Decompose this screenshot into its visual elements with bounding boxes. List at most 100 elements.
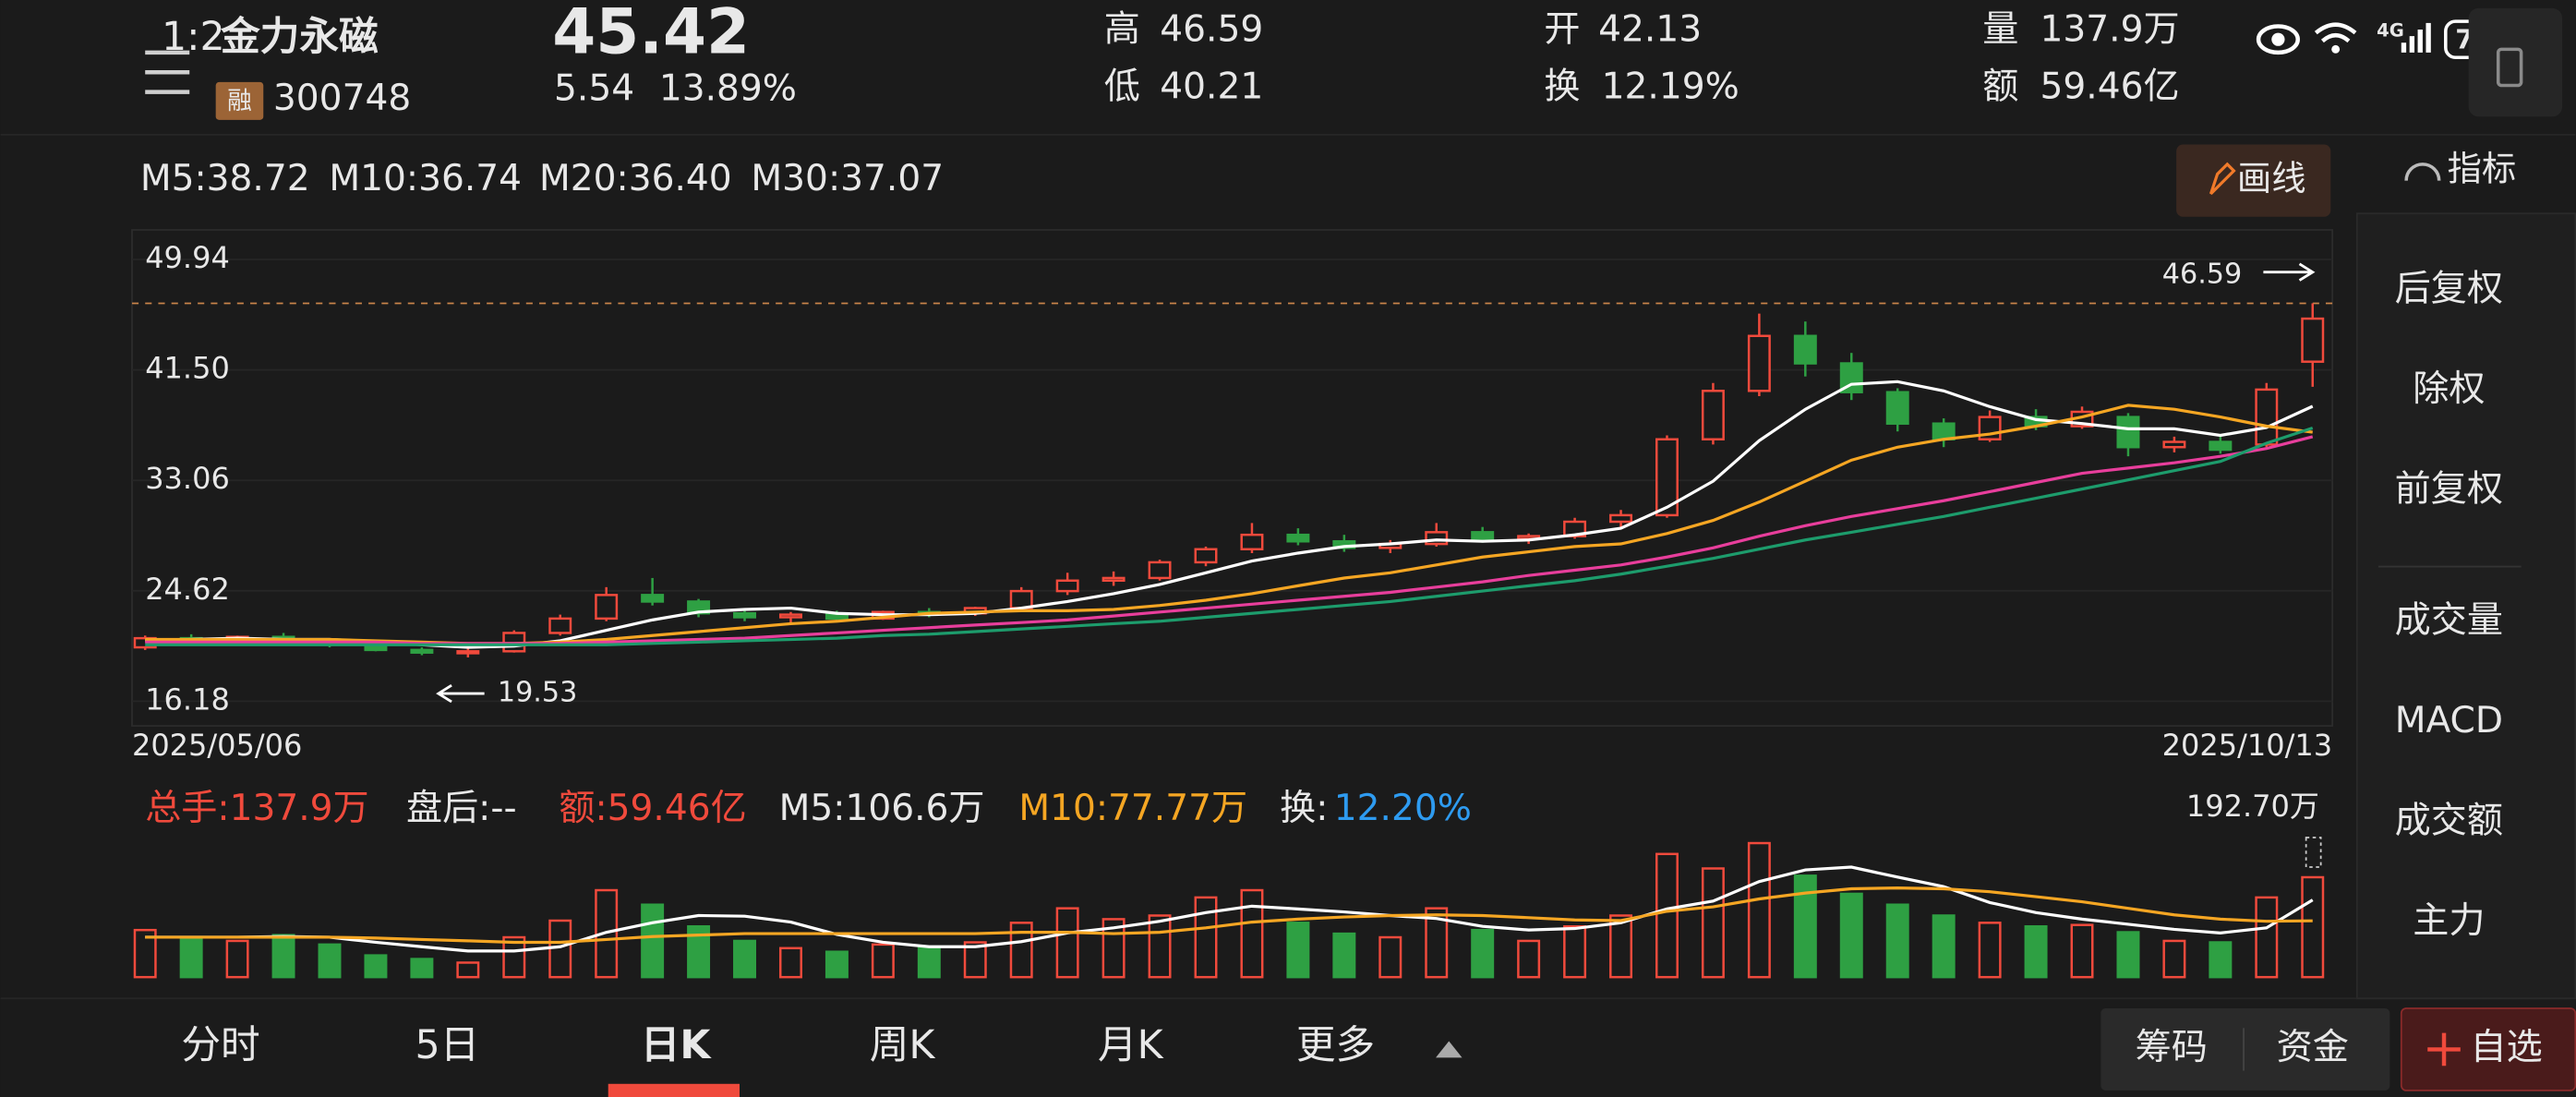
- volume-bar: [1978, 922, 2002, 979]
- candle-body: [1286, 533, 1310, 543]
- watchlist-button[interactable]: [2400, 1007, 2576, 1091]
- side-menu-item[interactable]: 成交额: [2395, 801, 2503, 842]
- open-label: 开: [1544, 8, 1580, 50]
- side-menu-item[interactable]: 成交量: [2395, 600, 2503, 642]
- volume-bar: [1885, 903, 1909, 979]
- side-panel: [2355, 212, 2576, 1000]
- volume-legend-item: 额:59.46亿: [559, 787, 746, 828]
- volume-bar: [1194, 896, 1218, 979]
- draw-button[interactable]: [2176, 144, 2331, 217]
- action[interactable]: 自选: [2470, 1027, 2542, 1068]
- candle-body: [1701, 390, 1725, 440]
- price-chart: 49.94 41.50 33.06 24.62 16.18 46.59 19.53: [131, 240, 2333, 717]
- arrow: [436, 683, 485, 704]
- volume-bar: [2301, 875, 2325, 979]
- network: 4G: [2377, 19, 2404, 41]
- screen-button[interactable]: [2468, 7, 2563, 117]
- side-menu-item[interactable]: 除权: [2413, 368, 2485, 410]
- tab-underline: [608, 1083, 740, 1097]
- candle-body: [1055, 579, 1079, 593]
- amount-label: 额: [1982, 66, 2018, 108]
- ma-line: [145, 380, 2314, 649]
- volume-bar: [1471, 928, 1495, 979]
- tab[interactable]: 分时: [181, 1022, 259, 1068]
- volume-label: 量: [1982, 8, 2018, 50]
- volume-bar: [2209, 941, 2233, 979]
- volume-bar: [733, 939, 757, 979]
- tab[interactable]: 日K: [641, 1022, 713, 1068]
- volume-bar: [2024, 925, 2048, 979]
- price: 45.42: [552, 0, 750, 68]
- volume-legend-item: M5:106.6万: [779, 787, 985, 828]
- tab[interactable]: 月K: [1098, 1022, 1164, 1068]
- action[interactable]: 筹码: [2136, 1027, 2208, 1068]
- candle-body: [1009, 589, 1033, 609]
- candle-body: [2116, 416, 2140, 449]
- tab[interactable]: 5日: [415, 1022, 480, 1068]
- volume-legend-item: 换:: [1280, 787, 1328, 828]
- volume-bar: [179, 935, 203, 979]
- volume-bar: [502, 935, 526, 979]
- volume-bar: [2255, 896, 2279, 979]
- volume-legend-item: 总手:137.9万: [145, 787, 368, 828]
- volume-bar: [1839, 892, 1863, 979]
- amount-value: 59.46亿: [2040, 66, 2180, 108]
- indicator-button[interactable]: 指标: [2448, 148, 2517, 188]
- volume-legend-item: 12.20%: [1334, 787, 1472, 828]
- candle-body: [1793, 334, 1817, 365]
- tab[interactable]: 更多: [1296, 1022, 1375, 1068]
- change: 5.54: [554, 67, 634, 109]
- volume-bar: [225, 939, 249, 979]
- candle-body: [2209, 440, 2233, 452]
- ma-legend: M5:38.72 M10:36.74 M20:36.40 M30:37.07: [140, 158, 944, 199]
- actions: 筹码 资金 自选: [2136, 1027, 2543, 1068]
- volume-bar: [687, 925, 711, 979]
- side-menu-item[interactable]: 主力: [2413, 900, 2485, 942]
- open-value: 42.13: [1598, 8, 1702, 50]
- change-pct: 13.89%: [659, 67, 797, 109]
- volume-bar: [1009, 922, 1033, 979]
- volume-bar: [364, 954, 388, 979]
- candle-body: [1194, 548, 1218, 564]
- vol-tick-label: 192.70万: [2186, 789, 2319, 824]
- menu-icon[interactable]: [145, 50, 190, 94]
- volume-bar: [778, 946, 802, 979]
- stock-code: 300748: [273, 78, 411, 119]
- side-menu-item[interactable]: MACD: [2395, 700, 2503, 741]
- candle-body: [641, 594, 665, 603]
- candle-body: [456, 650, 480, 655]
- candle-body: [2162, 440, 2186, 449]
- y-tick-label: 16.18: [145, 681, 230, 717]
- volume-bar: [318, 943, 342, 979]
- volume-bar: [1932, 914, 1956, 979]
- side-menu-item[interactable]: 前复权: [2395, 468, 2503, 510]
- volume-bar: [1701, 867, 1725, 979]
- plus-icon: [2427, 1032, 2461, 1067]
- volume-bar: [1148, 914, 1172, 979]
- actions-bg: [2101, 1007, 2390, 1091]
- status-time: 1:2: [162, 14, 225, 60]
- low-marker-label: 19.53: [498, 677, 578, 709]
- candle-body: [2255, 388, 2279, 446]
- turnover-label: 换: [1544, 66, 1580, 108]
- side-menu-item[interactable]: 后复权: [2395, 268, 2503, 309]
- ma-legend-item: M5:38.72: [140, 158, 310, 199]
- volume-chart: 192.70万: [133, 789, 2325, 979]
- vol-max-marker: [2305, 837, 2322, 868]
- y-tick-label: 33.06: [145, 461, 230, 496]
- arrow: [2263, 262, 2316, 282]
- high-label: 高: [1104, 8, 1140, 50]
- volume-legend: 总手:137.9万 盘后:-- 额:59.46亿 M5:106.6万 M10:77.77…: [145, 787, 1472, 828]
- action[interactable]: 资金: [2277, 1027, 2349, 1068]
- gauge-icon: [2404, 163, 2441, 181]
- low-label: 低: [1104, 66, 1140, 108]
- ma-line: [145, 426, 2314, 646]
- tab[interactable]: 周K: [870, 1022, 936, 1068]
- volume-bar: [1517, 939, 1541, 979]
- volume-bar: [1609, 914, 1633, 979]
- volume-bar: [1655, 852, 1679, 979]
